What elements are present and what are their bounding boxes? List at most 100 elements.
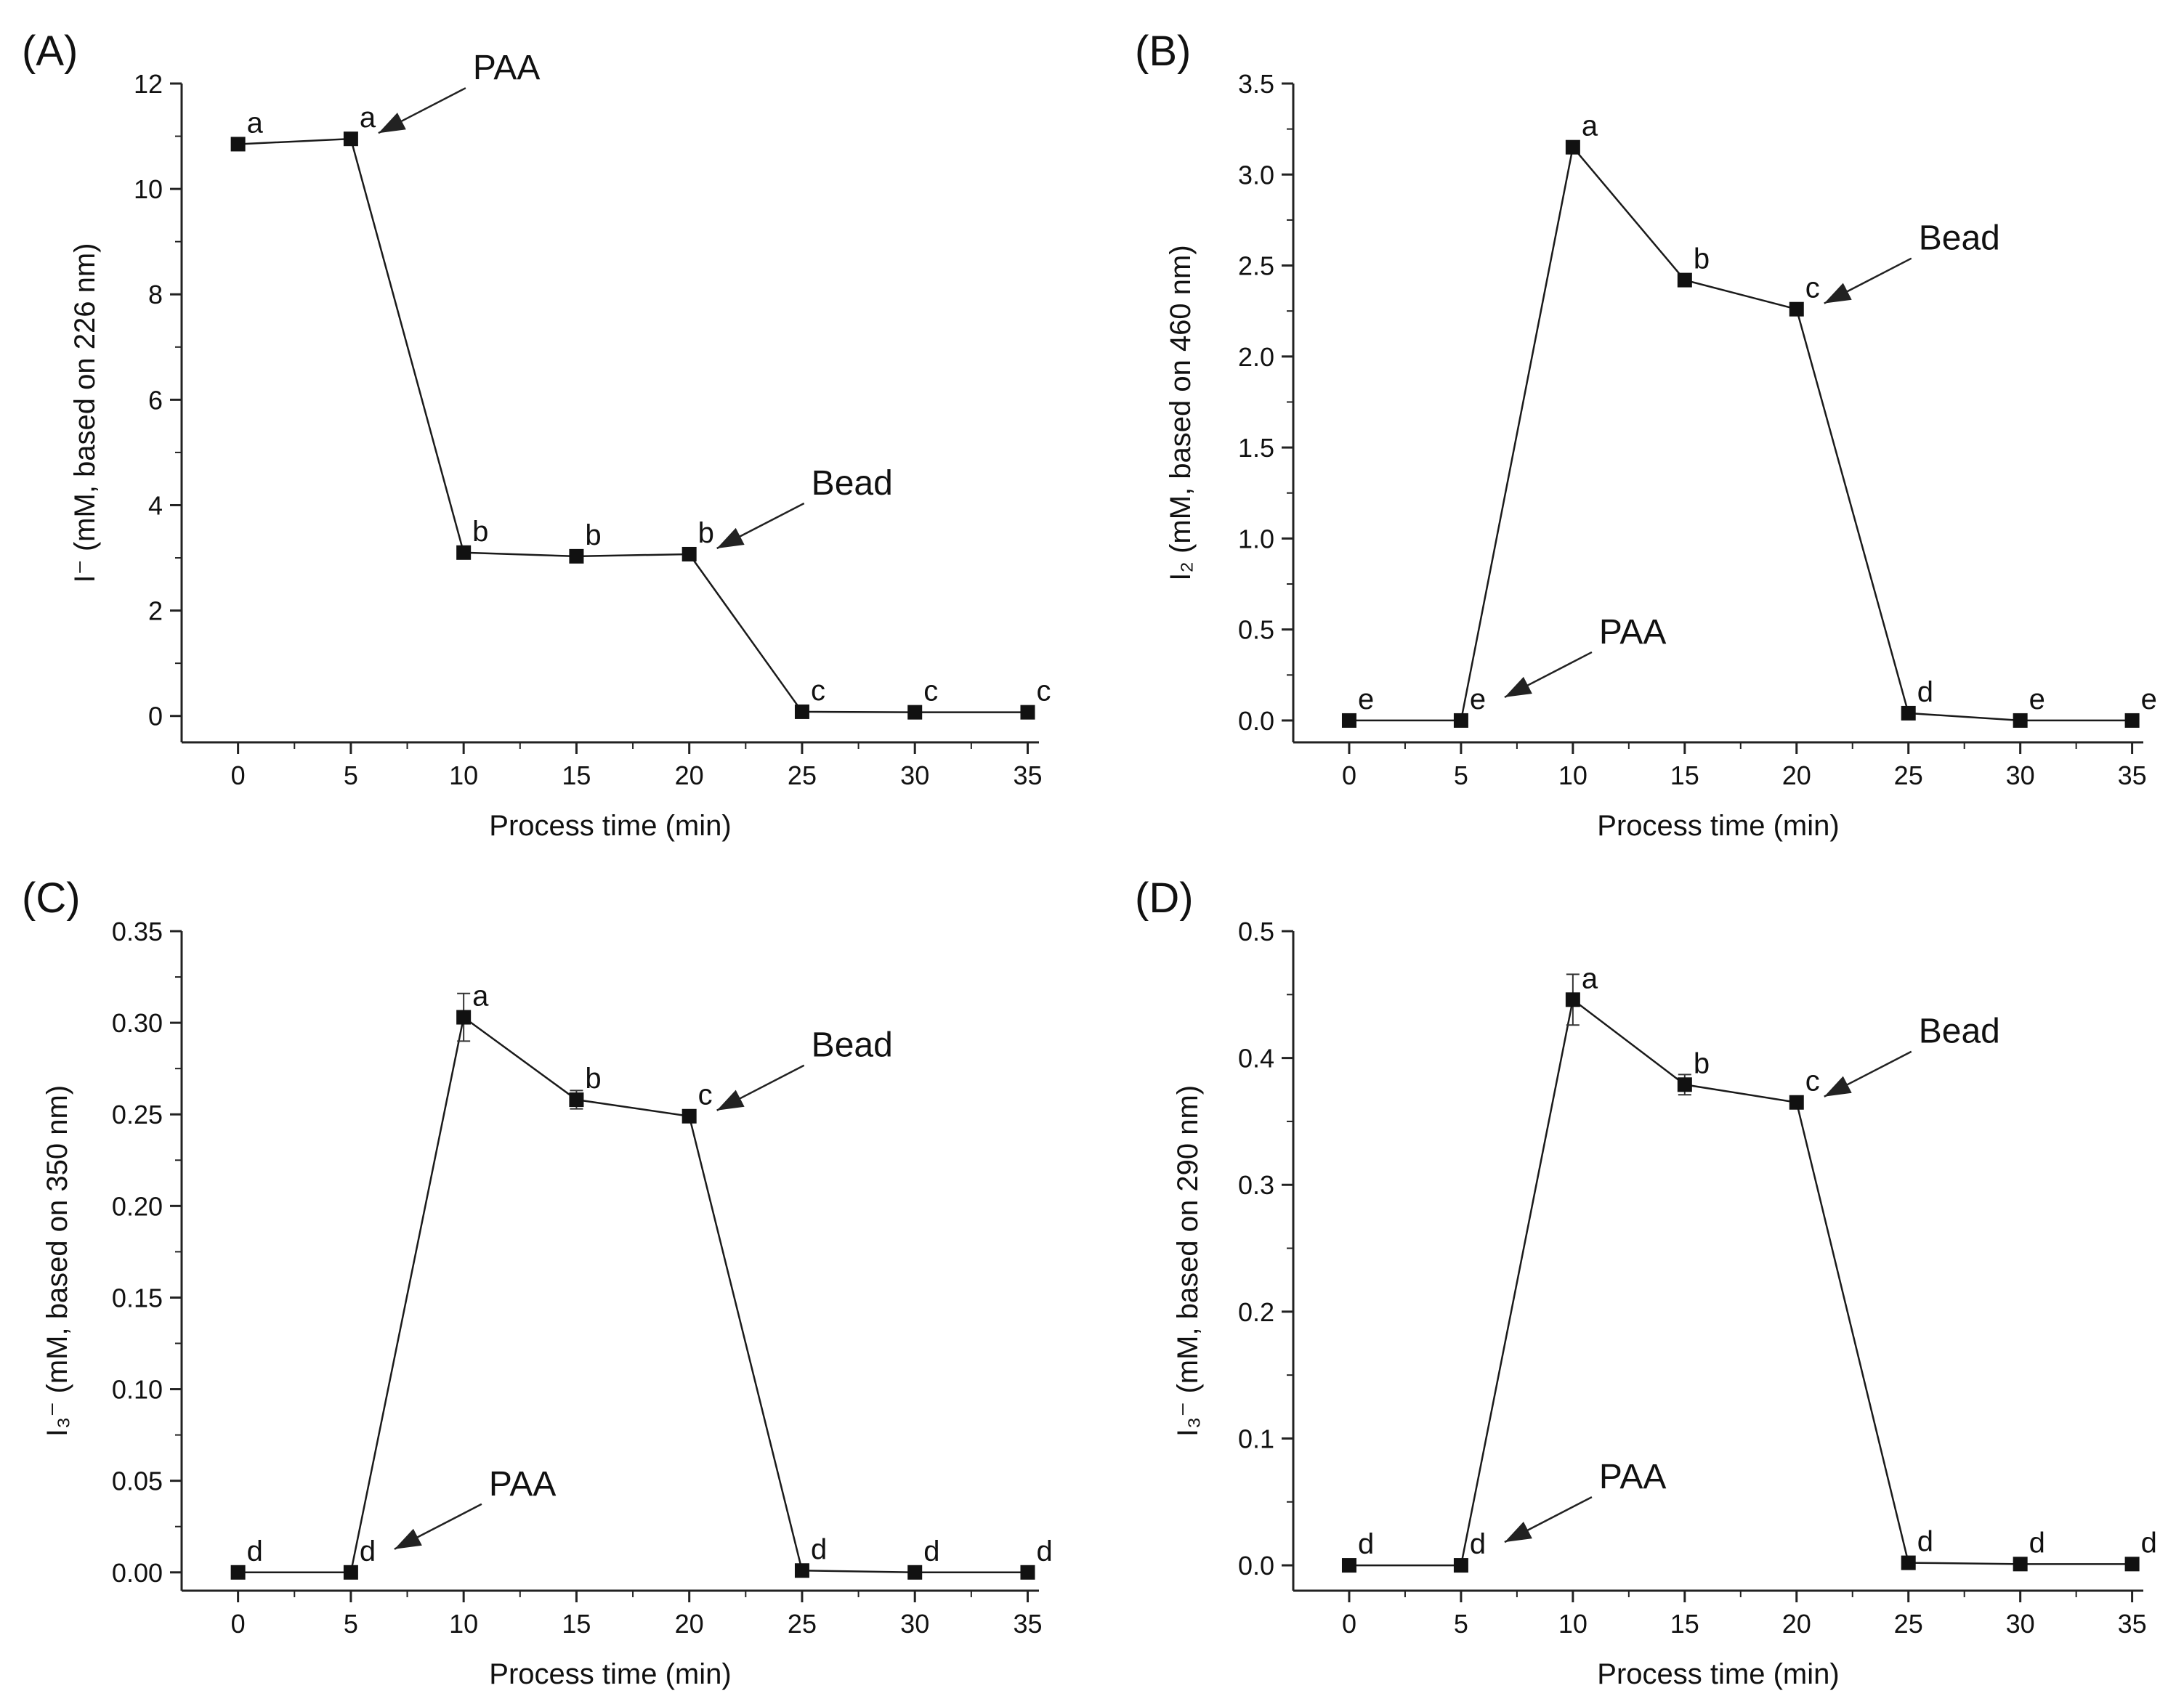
- x-axis-title: Process time (min): [489, 1658, 731, 1690]
- data-point: [1901, 1555, 1916, 1570]
- x-tick-label: 20: [1782, 1609, 1811, 1639]
- data-point: [682, 546, 697, 561]
- x-tick-label: 35: [1013, 1609, 1042, 1639]
- data-point: [2013, 713, 2028, 728]
- x-tick-label: 15: [562, 760, 591, 790]
- x-tick-label: 15: [562, 1609, 591, 1639]
- y-tick-label: 0.4: [1238, 1044, 1274, 1074]
- x-tick-label: 20: [675, 1609, 704, 1639]
- significance-letter: d: [360, 1535, 376, 1567]
- y-tick-label: 8: [148, 280, 163, 309]
- x-tick-label: 15: [1670, 760, 1699, 790]
- y-tick-label: 12: [134, 69, 163, 99]
- chart-panel-b: (B) 0 5 10 15 20 25 30 35 0.0 0.5 1.0 1.5 2.0 2.5 3.0 3.…: [1135, 28, 2157, 842]
- significance-letter: d: [923, 1535, 939, 1567]
- y-tick-label: 10: [134, 174, 163, 204]
- annotation-bead: Bead: [812, 1026, 893, 1065]
- data-point: [1565, 139, 1580, 155]
- data-point: [456, 545, 472, 560]
- y-axis-title: I⁻ (mM, based on 226 nm): [69, 243, 101, 583]
- y-tick-label: 0.15: [112, 1283, 163, 1313]
- annotation-paa: PAA: [1599, 613, 1666, 652]
- data-point: [907, 1565, 923, 1580]
- data-point: [569, 548, 584, 564]
- significance-letter: e: [2029, 683, 2045, 715]
- data-point: [794, 1563, 809, 1578]
- x-tick-label: 20: [1782, 760, 1811, 790]
- significance-letter: a: [247, 107, 264, 139]
- x-tick-label: 0: [1342, 760, 1356, 790]
- annotation-arrow-head: [1504, 1522, 1532, 1543]
- y-tick-label: 0.00: [112, 1558, 163, 1588]
- significance-letter: a: [360, 102, 376, 134]
- y-tick-label: 0.30: [112, 1008, 163, 1038]
- y-tick-label: 0.20: [112, 1191, 163, 1221]
- significance-letter: b: [1694, 1047, 1710, 1079]
- data-point: [1453, 1558, 1468, 1573]
- y-axis-title: I₂ (mM, based on 460 nm): [1165, 245, 1197, 580]
- annotation-arrow-head: [394, 1528, 422, 1549]
- data-point: [343, 1565, 358, 1580]
- data-point: [230, 137, 246, 152]
- chart-panel-a: (A) 0 5 10 15 20 25 30 35 0 2 4 6 8 10 12 Process time (…: [22, 28, 1051, 842]
- y-tick-label: 0.0: [1238, 1551, 1274, 1581]
- annotation-bead: Bead: [1919, 1013, 2000, 1051]
- data-point: [1677, 272, 1692, 288]
- annotation-arrow-head: [378, 113, 406, 134]
- annotation-arrow-head: [1504, 676, 1532, 697]
- chart-panel-c: (C) 0 5 10 15 20 25 30 35 0.00 0.05 0.10 0.15 0.20 0.2…: [22, 875, 1053, 1690]
- significance-letter: c: [1805, 272, 1820, 304]
- significance-letter: d: [247, 1535, 263, 1567]
- x-tick-label: 5: [1454, 760, 1468, 790]
- panel-label: (A): [22, 28, 78, 75]
- data-point: [1453, 713, 1468, 728]
- annotation-arrow-head: [716, 1090, 745, 1111]
- significance-letter: a: [1582, 962, 1598, 994]
- data-point: [1677, 1077, 1692, 1092]
- data-point: [1341, 1558, 1356, 1573]
- annotation-arrow-head: [716, 527, 745, 548]
- data-point: [2124, 713, 2140, 728]
- significance-letter: d: [1470, 1528, 1486, 1560]
- x-axis-title: Process time (min): [1597, 1658, 1839, 1690]
- y-axis-title: I₃⁻ (mM, based on 290 nm): [1172, 1085, 1204, 1437]
- annotation-paa: PAA: [1599, 1458, 1666, 1496]
- x-tick-label: 10: [449, 1609, 478, 1639]
- y-tick-label: 0.3: [1238, 1170, 1274, 1200]
- x-tick-label: 30: [900, 1609, 929, 1639]
- significance-letter: a: [1582, 110, 1598, 142]
- x-tick-label: 35: [2118, 1609, 2147, 1639]
- y-tick-label: 2.0: [1238, 342, 1274, 372]
- significance-letter: d: [1917, 1526, 1933, 1558]
- y-tick-label: 4: [148, 490, 163, 520]
- y-tick-label: 0.5: [1238, 917, 1274, 946]
- x-tick-label: 25: [788, 760, 817, 790]
- data-point: [1020, 705, 1035, 720]
- significance-letter: e: [1470, 683, 1486, 715]
- panel-label: (C): [22, 875, 81, 922]
- y-tick-label: 0.0: [1238, 706, 1274, 736]
- x-tick-label: 5: [1454, 1609, 1468, 1639]
- x-tick-label: 35: [2118, 760, 2147, 790]
- y-tick-label: 2: [148, 596, 163, 626]
- x-tick-label: 10: [1558, 760, 1588, 790]
- x-axis-title: Process time (min): [1597, 810, 1839, 842]
- series-line: [1348, 145, 2132, 722]
- annotation-paa: PAA: [489, 1465, 556, 1504]
- chart-panel-d: (D) 0 5 10 15 20 25 30 35 0.0 0.1 0.2 0.3 0.4 0.5 Proce…: [1135, 875, 2157, 1690]
- significance-letter: d: [1036, 1535, 1052, 1567]
- x-tick-label: 0: [231, 1609, 246, 1639]
- y-tick-label: 2.5: [1238, 251, 1274, 281]
- data-point: [456, 1010, 472, 1025]
- data-point: [682, 1108, 697, 1124]
- significance-letter: c: [811, 675, 825, 707]
- x-tick-label: 0: [1342, 1609, 1356, 1639]
- annotation-bead: Bead: [1919, 219, 2000, 258]
- x-tick-label: 25: [1894, 1609, 1923, 1639]
- data-point: [1789, 1095, 1804, 1110]
- panel-label: (B): [1135, 28, 1191, 75]
- x-tick-label: 15: [1670, 1609, 1699, 1639]
- x-tick-label: 10: [1558, 1609, 1588, 1639]
- annotation-arrow-head: [1824, 1076, 1852, 1097]
